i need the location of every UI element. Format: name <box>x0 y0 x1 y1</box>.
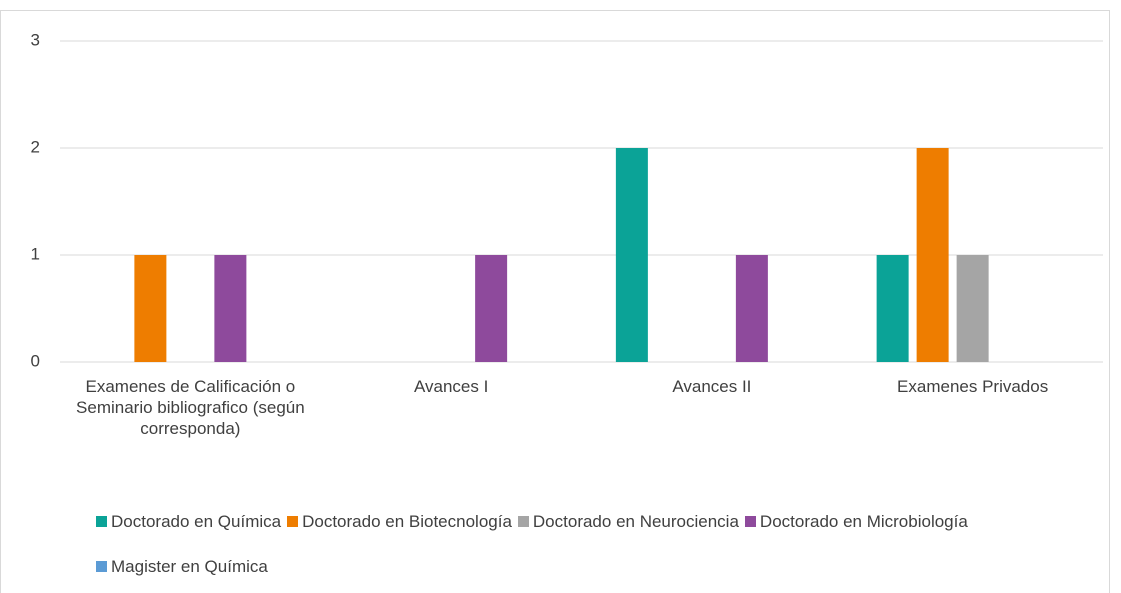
legend-label: Doctorado en Biotecnología <box>302 512 512 531</box>
legend-label: Doctorado en Microbiología <box>759 512 968 531</box>
x-tick-label: Avances I <box>413 377 489 396</box>
legend: Doctorado en Química Doctorado en Biotecn… <box>96 511 1066 577</box>
y-tick-label: 2 <box>31 137 40 156</box>
legend-label: Doctorado en Neurociencia <box>532 512 739 531</box>
bar <box>214 255 247 362</box>
legend-swatch <box>744 516 756 527</box>
x-tick-label: Examenes de Calificación o Seminario bib… <box>76 377 305 438</box>
bar <box>615 148 648 362</box>
legend-item: Magister en Química <box>96 556 268 577</box>
bar <box>916 148 949 362</box>
y-tick-label: 0 <box>31 351 40 370</box>
bar <box>876 255 909 362</box>
bar <box>475 255 508 362</box>
legend-label: Doctorado en Química <box>111 512 282 531</box>
legend-swatch <box>96 516 107 527</box>
bar <box>956 255 989 362</box>
legend-swatch <box>287 516 299 527</box>
legend-item: Doctorado en Química <box>96 511 281 532</box>
bar <box>735 255 768 362</box>
x-tick-label: Avances II <box>672 377 752 396</box>
legend-swatch <box>517 516 529 527</box>
x-tick-label: Examenes Privados <box>897 377 1049 396</box>
legend-label: Magister en Química <box>111 557 268 576</box>
legend-item: Doctorado en Biotecnología <box>287 511 512 532</box>
y-tick-label: 3 <box>31 30 40 49</box>
y-tick-label: 1 <box>31 244 40 263</box>
legend-item: Doctorado en Neurociencia <box>517 511 739 532</box>
legend-swatch <box>96 561 107 572</box>
legend-item: Doctorado en Microbiología <box>744 511 968 532</box>
chart-border <box>0 10 1110 593</box>
bar <box>134 255 167 362</box>
